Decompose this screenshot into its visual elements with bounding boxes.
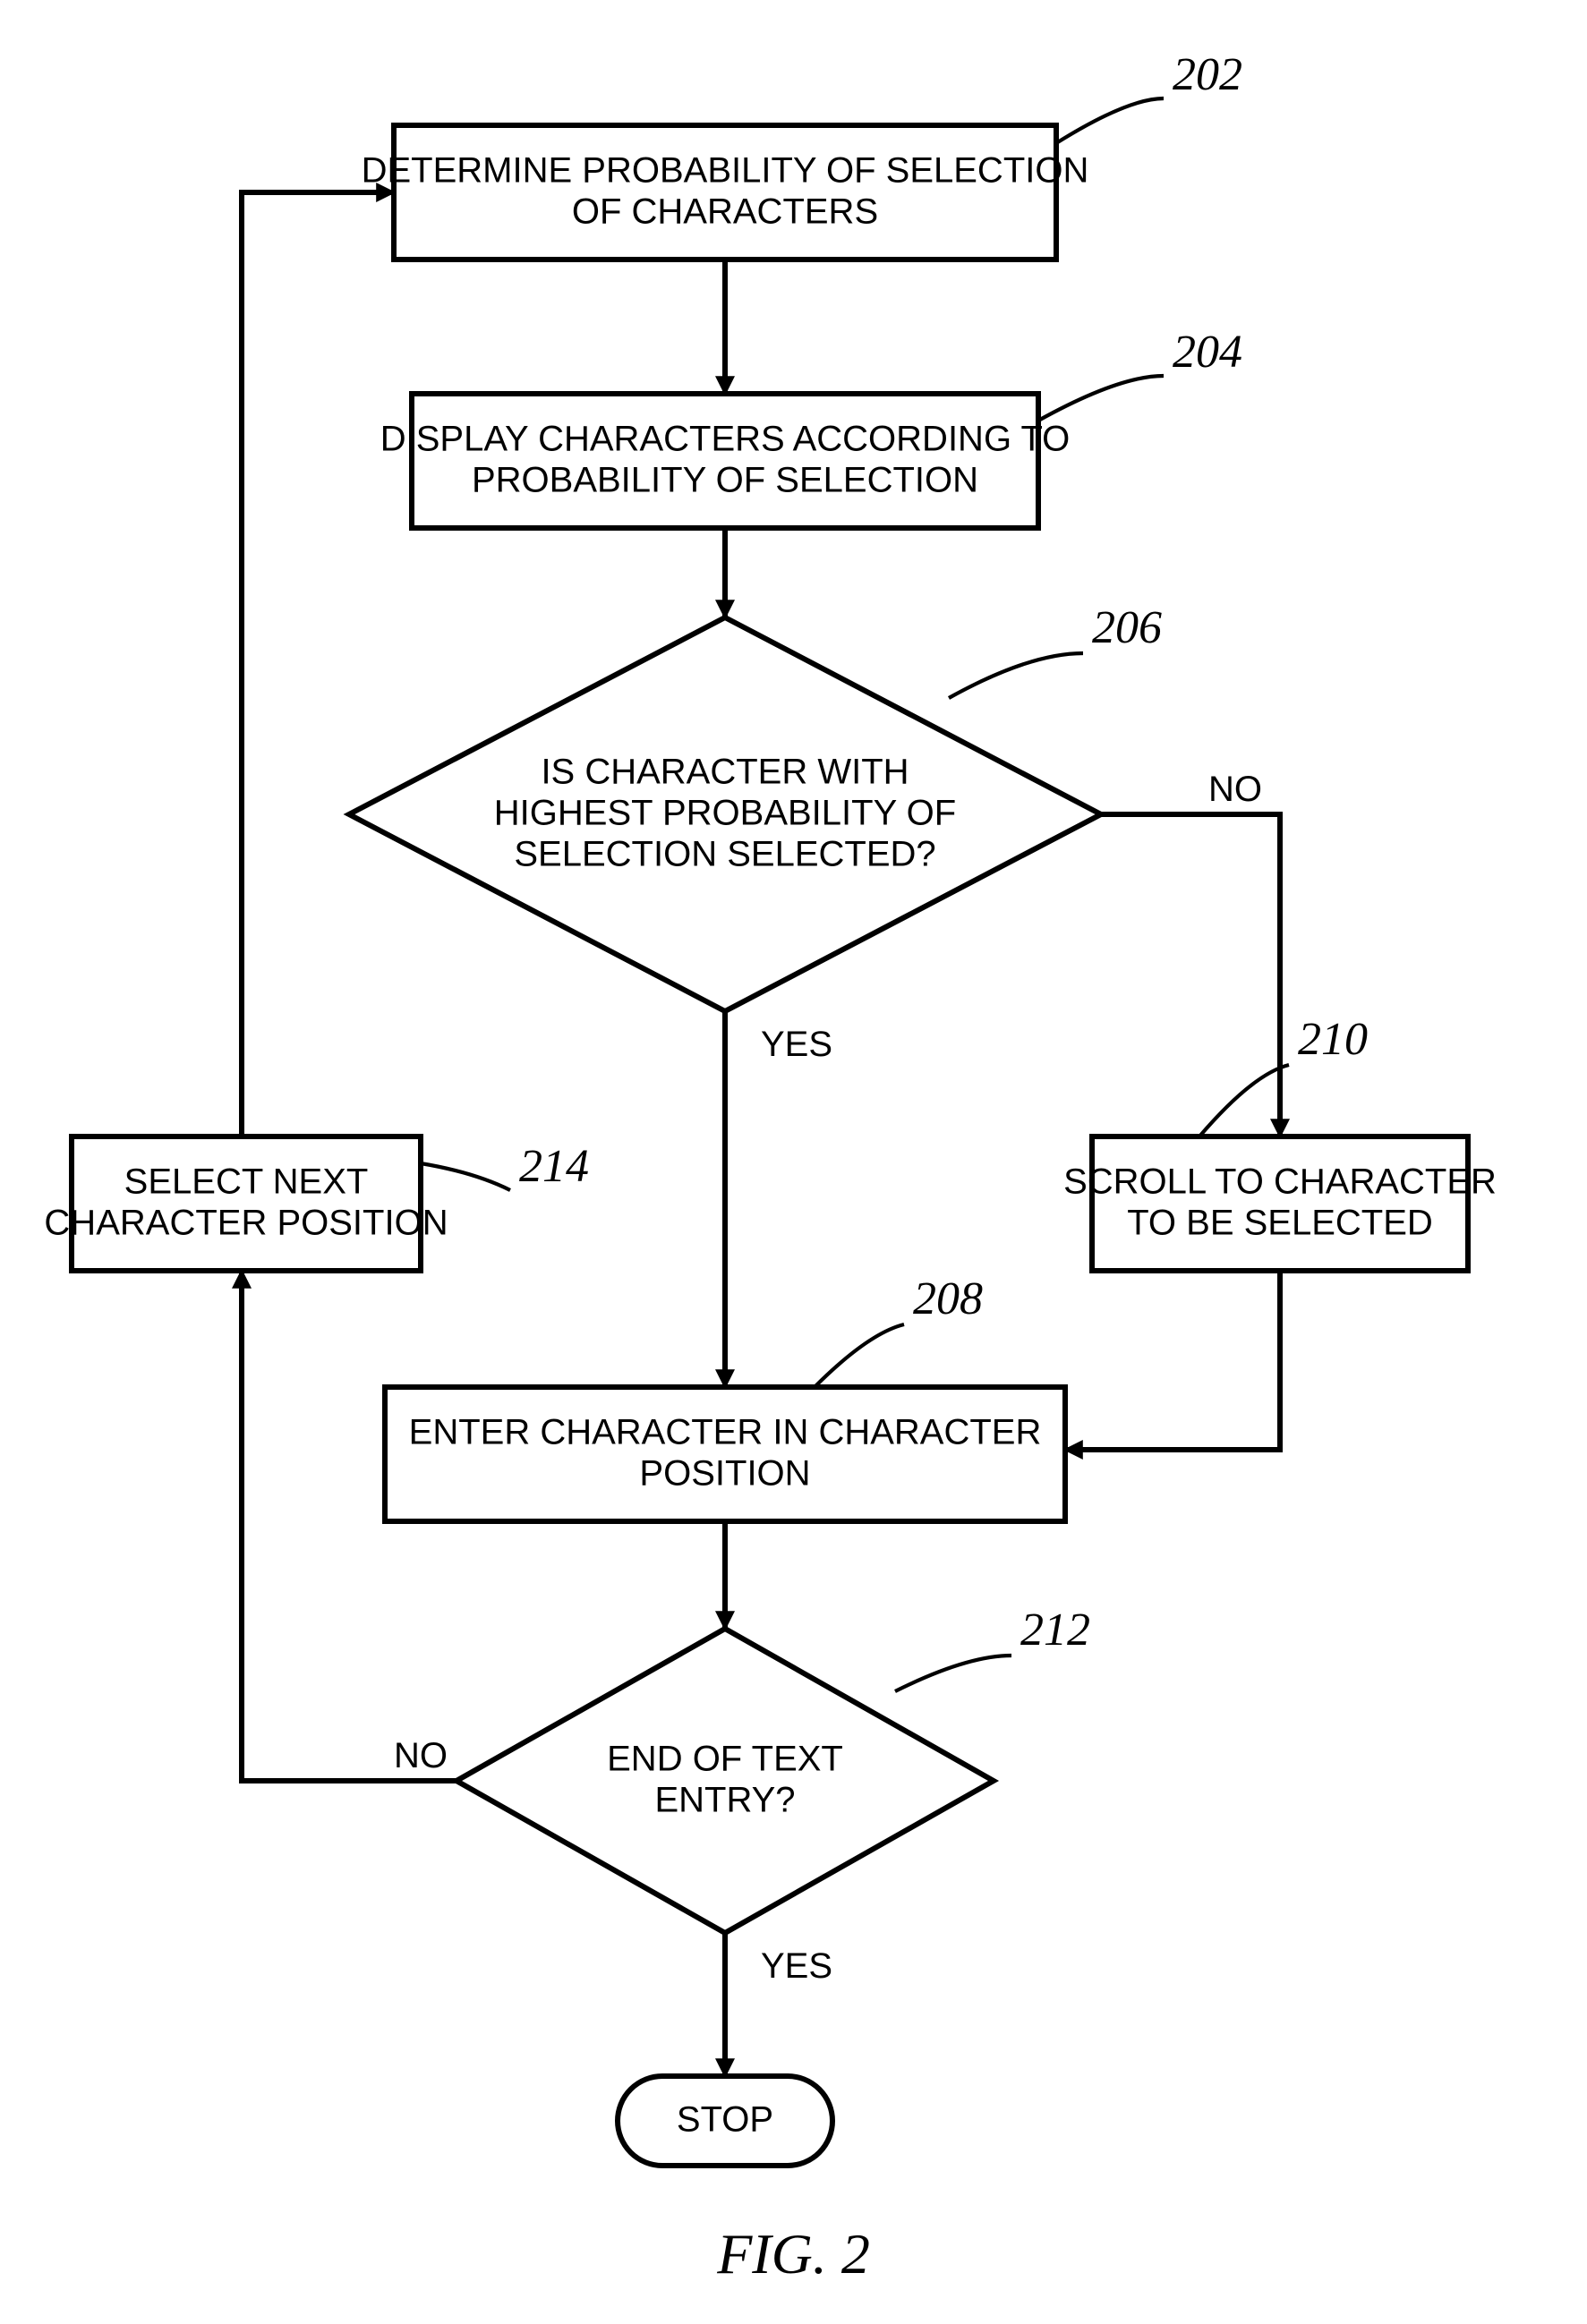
edge-label-no: NO [394, 1736, 448, 1775]
node-n204-line0: DISPLAY CHARACTERS ACCORDING TO [380, 420, 1071, 459]
ref-208: 208 [913, 1273, 983, 1324]
figure-caption: FIG. 2 [716, 2222, 870, 2286]
ref-212: 212 [1020, 1605, 1090, 1656]
node-n208-line0: ENTER CHARACTER IN CHARACTER [409, 1413, 1042, 1452]
node-n204-line1: PROBABILITY OF SELECTION [472, 461, 978, 500]
ref-202: 202 [1173, 49, 1242, 100]
node-n206-line2: SELECTION SELECTED? [514, 835, 935, 874]
node-n206-line1: HIGHEST PROBABILITY OF [494, 794, 956, 833]
node-n202-line1: OF CHARACTERS [572, 192, 878, 232]
ref-204: 204 [1173, 327, 1242, 378]
ref-206: 206 [1092, 602, 1162, 653]
edge-label-yes: YES [761, 1946, 832, 1986]
ref-210: 210 [1298, 1014, 1368, 1065]
node-n212-line0: END OF TEXT [607, 1740, 843, 1779]
node-n202-line0: DETERMINE PROBABILITY OF SELECTION [362, 151, 1089, 191]
node-stop-line0: STOP [677, 2100, 773, 2140]
edge-label-no: NO [1208, 770, 1262, 809]
edge-label-yes: YES [761, 1025, 832, 1064]
node-n214-line0: SELECT NEXT [124, 1162, 369, 1202]
node-n214-line1: CHARACTER POSITION [44, 1204, 448, 1243]
flowchart-figure: YES NO YES NO DETERMINE PROBABILITY OF SELEC… [0, 0, 1587, 2324]
node-n206-line0: IS CHARACTER WITH [541, 753, 909, 792]
node-n208-line1: POSITION [639, 1454, 810, 1494]
node-stop: STOP [618, 2076, 832, 2166]
node-n212-line1: ENTRY? [654, 1781, 795, 1820]
node-n210-line0: SCROLL TO CHARACTER [1063, 1162, 1497, 1202]
ref-214: 214 [519, 1141, 589, 1192]
node-n210-line1: TO BE SELECTED [1127, 1204, 1433, 1243]
